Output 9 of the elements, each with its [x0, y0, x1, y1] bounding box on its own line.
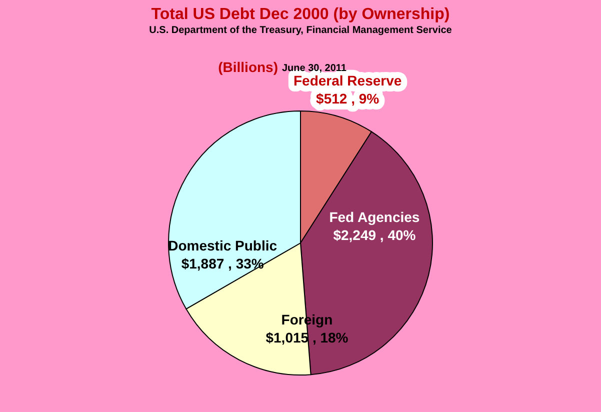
slice-label: Domestic Public [168, 237, 278, 254]
text: June 30, 2011 [282, 63, 347, 74]
data-label: $1,887 , 33% [181, 255, 264, 272]
slice-label: Foreign [281, 312, 333, 328]
chart-title: Total US Debt Dec 2000 (by Ownership) [151, 6, 450, 23]
slice-label: Fed Agencies [329, 209, 420, 226]
chart-subtitle: U.S. Department of the Treasury, Financial Management Service [149, 25, 452, 36]
data-label: $2,249 , 40% [333, 227, 416, 244]
text: (Billions) [218, 59, 278, 75]
